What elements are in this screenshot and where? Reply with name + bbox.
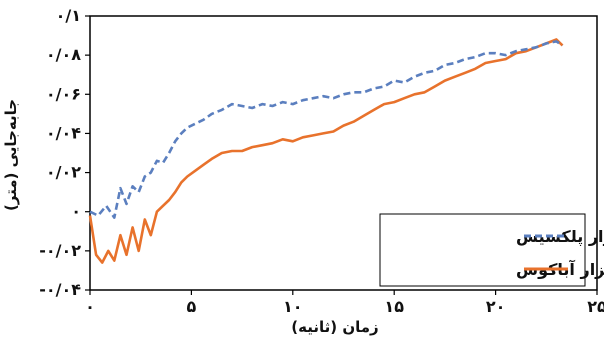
series-layer [88,38,564,264]
y-tick-label: ۰/۰۲ [46,163,81,182]
x-tick-label: ۲۰ [486,297,506,316]
y-axis-label: جابه‌جایی (متر) [2,99,20,211]
y-axis-ticks: -۰/۰۴ -۰/۰۲ ۰ ۰/۰۲ ۰/۰۴ ۰/۰۶ ۰/۰۸ ۰/۱ [39,6,90,299]
y-tick-label: ۰ [71,202,81,221]
x-tick-label: ۱۰ [283,297,303,316]
legend: نرم افزار پلکسیس نرم افزار آباکوس [379,213,604,287]
x-axis-label: زمان (ثانیه) [291,318,378,336]
x-tick-label: ۱۵ [384,297,404,316]
y-tick-label: ۰/۰۶ [46,84,81,103]
y-tick-label: ۰/۱ [56,6,81,25]
x-tick-label: ۵ [187,297,197,316]
series-line-plaxis [89,40,564,219]
y-tick-label: ۰/۰۴ [46,123,81,142]
y-tick-label: -۰/۰۴ [39,280,81,299]
legend-box [379,213,586,287]
x-axis-ticks: ۰ ۵ ۱۰ ۱۵ ۲۰ ۲۵ [85,290,604,316]
plot-frame [89,15,598,291]
series-line-abaqus [88,38,564,264]
y-tick-label: ۰/۰۸ [46,45,81,64]
x-tick-label: ۲۵ [587,297,604,316]
x-tick-label: ۰ [85,297,95,316]
y-tick-label: -۰/۰۲ [39,241,81,260]
